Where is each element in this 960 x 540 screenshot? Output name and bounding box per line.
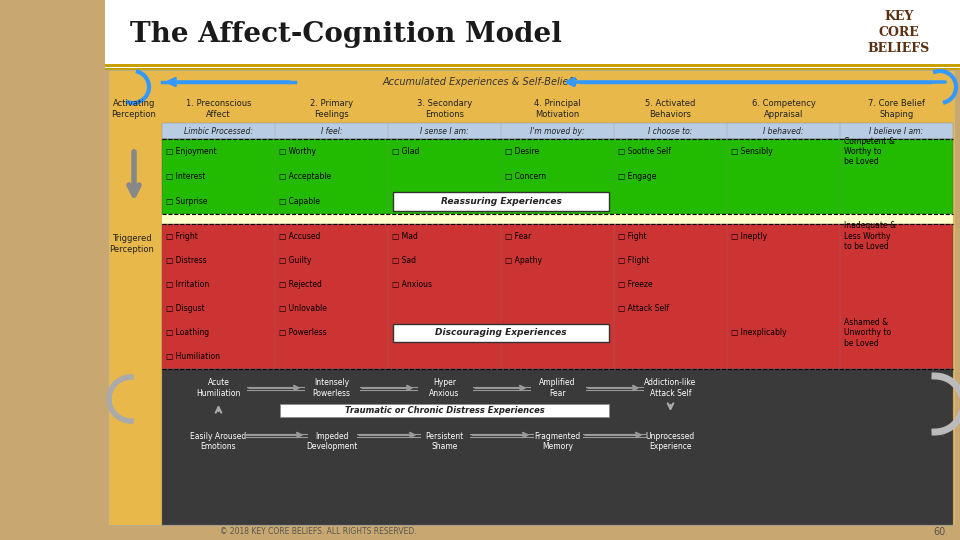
Text: KEY
CORE
BELIEFS: KEY CORE BELIEFS: [868, 10, 930, 56]
FancyBboxPatch shape: [162, 214, 953, 224]
FancyBboxPatch shape: [162, 139, 953, 214]
Text: □ Interest: □ Interest: [166, 172, 205, 181]
Text: Acute
Humiliation: Acute Humiliation: [196, 379, 241, 397]
FancyBboxPatch shape: [280, 404, 609, 417]
FancyBboxPatch shape: [108, 70, 955, 525]
Text: Persistent
Shame: Persistent Shame: [425, 432, 464, 451]
Text: Intensely
Powerless: Intensely Powerless: [313, 379, 350, 397]
Text: □ Glad: □ Glad: [392, 147, 420, 156]
Text: □ Irritation: □ Irritation: [166, 280, 209, 289]
Text: □ Fright: □ Fright: [166, 232, 198, 241]
Text: □ Rejected: □ Rejected: [279, 280, 322, 289]
Text: Limbic Processed:: Limbic Processed:: [184, 126, 253, 136]
Text: Activating
Perception: Activating Perception: [111, 99, 156, 119]
Text: Competent &
Worthy to
be Loved: Competent & Worthy to be Loved: [844, 137, 895, 166]
Text: Easily Aroused
Emotions: Easily Aroused Emotions: [190, 432, 247, 451]
Text: □ Fear: □ Fear: [505, 232, 531, 241]
Text: □ Sensibly: □ Sensibly: [731, 147, 773, 156]
Text: 4. Principal
Motivation: 4. Principal Motivation: [534, 99, 581, 119]
Text: 6. Competency
Appraisal: 6. Competency Appraisal: [752, 99, 815, 119]
Text: □ Concern: □ Concern: [505, 172, 546, 181]
Text: Impeded
Development: Impeded Development: [306, 432, 357, 451]
FancyBboxPatch shape: [393, 192, 609, 211]
Text: Unprocessed
Experience: Unprocessed Experience: [646, 432, 695, 451]
Text: I'm moved by:: I'm moved by:: [530, 126, 585, 136]
Text: □ Freeze: □ Freeze: [618, 280, 653, 289]
Text: 2. Primary
Feelings: 2. Primary Feelings: [310, 99, 353, 119]
Text: □ Guilty: □ Guilty: [279, 256, 311, 265]
Text: 7. Core Belief
Shaping: 7. Core Belief Shaping: [868, 99, 925, 119]
Text: Hyper
Anxious: Hyper Anxious: [429, 379, 460, 397]
Text: Discouraging Experiences: Discouraging Experiences: [435, 328, 566, 338]
Text: □ Flight: □ Flight: [618, 256, 649, 265]
Text: © 2018 KEY CORE BELIEFS. ALL RIGHTS RESERVED.: © 2018 KEY CORE BELIEFS. ALL RIGHTS RESE…: [220, 528, 417, 537]
Text: Triggered
Perception: Triggered Perception: [109, 234, 155, 254]
Text: The Affect-Cognition Model: The Affect-Cognition Model: [130, 21, 562, 48]
Text: 60: 60: [934, 527, 947, 537]
Text: □ Desire: □ Desire: [505, 147, 540, 156]
Text: □ Enjoyment: □ Enjoyment: [166, 147, 217, 156]
Text: □ Disgust: □ Disgust: [166, 304, 204, 313]
Text: I choose to:: I choose to:: [648, 126, 693, 136]
Text: □ Fight: □ Fight: [618, 232, 647, 241]
FancyBboxPatch shape: [105, 68, 960, 70]
FancyBboxPatch shape: [105, 0, 960, 68]
Text: □ Ineptly: □ Ineptly: [731, 232, 767, 241]
Text: Amplified
Fear: Amplified Fear: [540, 379, 576, 397]
Text: I feel:: I feel:: [321, 126, 343, 136]
Text: I sense I am:: I sense I am:: [420, 126, 468, 136]
FancyBboxPatch shape: [162, 224, 953, 369]
Text: □ Worthy: □ Worthy: [279, 147, 316, 156]
Text: I behaved:: I behaved:: [763, 126, 804, 136]
Text: □ Accused: □ Accused: [279, 232, 321, 241]
Text: Accumulated Experiences & Self-Beliefs: Accumulated Experiences & Self-Beliefs: [382, 77, 578, 87]
Text: □ Mad: □ Mad: [392, 232, 418, 241]
Text: 3. Secondary
Emotions: 3. Secondary Emotions: [417, 99, 472, 119]
Text: □ Powerless: □ Powerless: [279, 328, 326, 338]
Text: □ Engage: □ Engage: [618, 172, 657, 181]
Text: □ Acceptable: □ Acceptable: [279, 172, 331, 181]
FancyBboxPatch shape: [840, 2, 958, 64]
Text: Fragmented
Memory: Fragmented Memory: [535, 432, 581, 451]
Text: □ Attack Self: □ Attack Self: [618, 304, 669, 313]
FancyBboxPatch shape: [105, 64, 960, 67]
Text: □ Capable: □ Capable: [279, 197, 320, 206]
Text: 5. Activated
Behaviors: 5. Activated Behaviors: [645, 99, 696, 119]
Text: □ Apathy: □ Apathy: [505, 256, 542, 265]
Text: □ Inexplicably: □ Inexplicably: [731, 328, 786, 338]
Text: Ashamed &
Unworthy to
be Loved: Ashamed & Unworthy to be Loved: [844, 318, 891, 348]
Text: □ Distress: □ Distress: [166, 256, 206, 265]
Text: 1. Preconscious
Affect: 1. Preconscious Affect: [185, 99, 252, 119]
Text: I believe I am:: I believe I am:: [870, 126, 924, 136]
Text: □ Sad: □ Sad: [392, 256, 416, 265]
Text: □ Anxious: □ Anxious: [392, 280, 432, 289]
Text: Traumatic or Chronic Distress Experiences: Traumatic or Chronic Distress Experience…: [345, 406, 544, 415]
Text: □ Unlovable: □ Unlovable: [279, 304, 326, 313]
Text: Addiction-like
Attack Self: Addiction-like Attack Self: [644, 379, 697, 397]
Text: □ Loathing: □ Loathing: [166, 328, 209, 338]
Text: Reassuring Experiences: Reassuring Experiences: [441, 197, 562, 206]
Text: Inadequate &
Less Worthy
to be Loved: Inadequate & Less Worthy to be Loved: [844, 221, 896, 251]
Text: □ Soothe Self: □ Soothe Self: [618, 147, 671, 156]
Text: □ Surprise: □ Surprise: [166, 197, 207, 206]
FancyBboxPatch shape: [162, 369, 953, 525]
Text: □ Humiliation: □ Humiliation: [166, 353, 220, 361]
FancyBboxPatch shape: [393, 323, 609, 342]
FancyBboxPatch shape: [162, 123, 953, 139]
